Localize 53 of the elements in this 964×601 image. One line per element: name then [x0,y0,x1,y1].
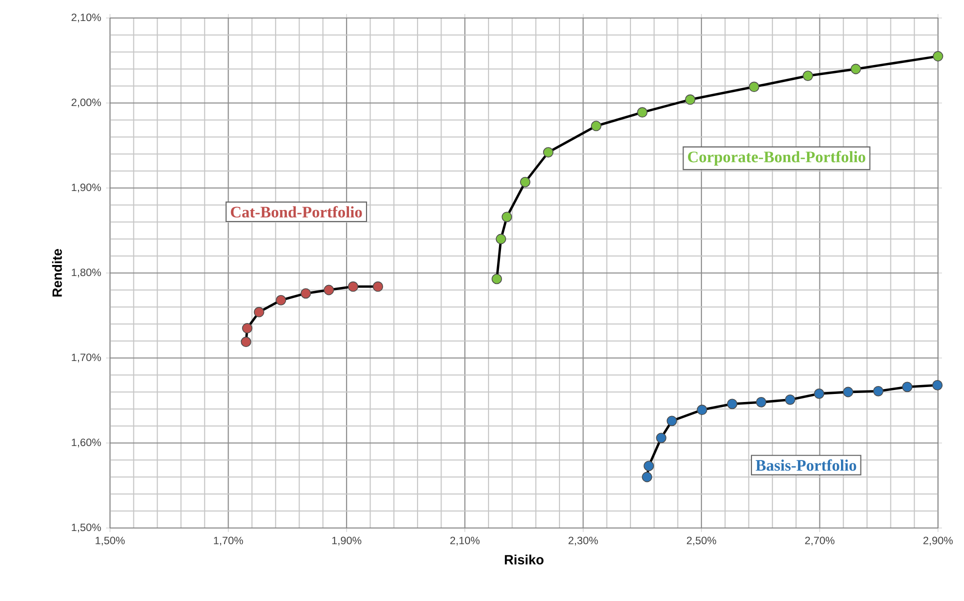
point [932,380,943,390]
point [666,416,678,426]
y-tick-label: 2,10% [72,13,101,22]
point [520,176,530,188]
y-tick-label: 2,00% [72,98,101,108]
point [276,294,286,306]
y-axis-title: Rendite [52,248,62,296]
point [850,64,861,74]
x-tick-label: 1,50% [96,536,125,546]
text: Corporate-Bond-Portfolio [688,150,866,166]
point [372,281,384,292]
point [642,472,652,482]
point [502,212,512,222]
point [240,336,252,347]
point [300,288,311,298]
x-tick-label: 2,50% [686,536,716,546]
point [254,306,264,318]
point [842,386,854,398]
point [543,146,554,158]
x-axis-title: Risiko [504,554,544,564]
point [590,120,602,131]
point [644,460,654,471]
x-tick-label: 2,90% [923,536,953,546]
point [726,398,738,409]
point [748,81,760,92]
x-tick-label: 2,70% [805,536,834,546]
point [242,322,252,334]
y-tick-label: 1,70% [72,353,101,362]
point [684,94,696,105]
x-tick-label: 2,10% [450,536,480,546]
y-tick-label: 1,60% [72,438,101,448]
point [324,284,334,296]
x-tick-label: 2,30% [568,536,598,546]
point [637,106,648,118]
point [784,394,796,405]
point [496,234,506,244]
y-tick-label: 1,90% [72,183,101,192]
point [932,50,944,62]
y-tick-label: 1,50% [72,523,101,532]
point [492,274,502,284]
text: Basis-Portfolio [756,459,856,471]
point [696,404,708,415]
text: Cat-Bond-Portfolio [230,206,362,218]
point [756,396,766,408]
point [902,382,912,392]
y-tick-label: 1,80% [72,268,101,278]
point [873,386,884,396]
point [802,70,814,81]
x-tick-label: 1,70% [214,536,244,546]
point [814,388,824,399]
x-tick-label: 1,90% [332,536,362,546]
point [656,432,666,443]
point [348,281,358,292]
